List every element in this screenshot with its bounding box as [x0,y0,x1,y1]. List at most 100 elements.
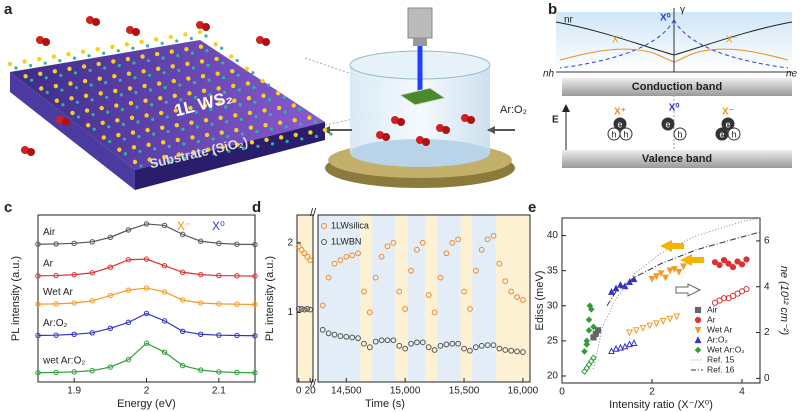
x0-curve [559,19,789,69]
atom [266,83,271,87]
atom [129,115,135,121]
y-tick-label: 2 [287,237,293,248]
point [716,261,723,269]
atom [137,134,141,139]
atom [122,137,126,141]
atom [102,51,106,55]
atom [52,69,58,74]
atom [131,46,135,50]
shift-arrow [680,254,704,266]
xminus-label: X⁻ [726,35,738,46]
atom [240,132,244,136]
point [234,369,240,376]
atom [45,90,49,95]
atom [153,37,159,42]
series-label: wet Ar:O₂ [42,355,85,366]
atom [87,54,91,58]
molecule [42,38,50,46]
particle-label: e [725,119,730,129]
point [349,334,356,341]
point [337,257,344,264]
atom [255,129,259,134]
atom [91,112,95,117]
atom [113,88,118,94]
point [295,306,302,312]
point [666,315,674,323]
atom [90,98,94,102]
point [234,273,240,279]
atom [176,152,182,157]
y-tick-label: 25 [547,336,559,347]
molecule [27,148,35,156]
atom [37,56,42,62]
atom [308,130,313,135]
atom [205,49,209,53]
atom [140,54,145,59]
point [378,253,385,260]
atom [261,93,266,98]
point [71,240,77,247]
atom [131,145,137,150]
atom [146,58,151,63]
point [321,223,327,229]
atom [193,95,198,99]
shift-arrow [675,283,702,297]
atom [163,85,167,90]
atom [145,44,150,48]
atom [149,103,154,107]
point [143,221,150,227]
atom [203,118,209,123]
atom [181,127,185,131]
atom [183,32,188,37]
atom [174,122,180,128]
atom [101,135,106,140]
y-tick-label: 40 [547,230,559,241]
atom [44,76,48,80]
point [53,301,59,307]
point [425,344,432,351]
point [161,289,168,295]
spectrum-line [37,258,256,277]
atom [210,122,214,126]
atom [219,130,224,135]
point [608,288,615,295]
point [626,340,633,348]
atom [171,78,176,84]
atom [156,81,162,86]
molecule [202,23,210,31]
point [583,341,591,348]
atom [98,91,103,96]
atom [126,71,132,76]
atom [112,73,117,79]
atom [61,103,65,107]
point [355,335,361,342]
point [502,278,509,285]
point [319,326,326,333]
atom [155,66,161,72]
atom [188,105,193,111]
point [590,354,597,362]
plot-frame [561,217,761,384]
legend-label: Ref. 16 [707,364,735,374]
atom [202,103,208,108]
annotation: X⁻ [177,219,191,233]
point [361,288,367,295]
point [496,345,503,352]
atom [235,58,239,63]
atom [146,142,151,148]
point [590,323,597,331]
atom [117,147,122,152]
atom [118,78,122,82]
point [179,328,186,335]
legend-label: Ar:O₂ [707,334,728,344]
panel-label: a [4,1,13,18]
y-tick-label: 1 [287,307,293,318]
point [107,264,114,270]
atom [211,137,215,141]
xplus-curve [559,48,675,63]
legend-label: Air [707,304,718,314]
atom [227,149,231,153]
atom [215,71,220,76]
spectrum-line [37,312,256,337]
atom [167,144,171,148]
